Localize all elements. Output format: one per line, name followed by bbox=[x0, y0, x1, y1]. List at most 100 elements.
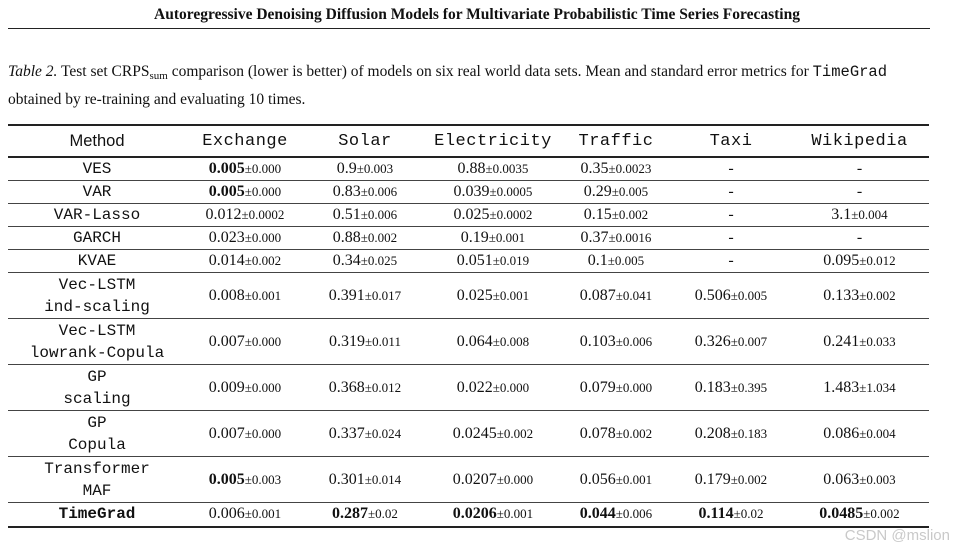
method-cell: VAR bbox=[8, 181, 186, 204]
std-error-value: ±0.000 bbox=[244, 425, 282, 441]
std-error-value: ±0.025 bbox=[360, 253, 398, 268]
method-cell: Transformer MAF bbox=[8, 457, 186, 503]
value-cell: 0.012±0.0002 bbox=[186, 204, 304, 227]
value-cell: 0.88±0.0035 bbox=[426, 157, 560, 181]
mean-value: 0.88 bbox=[457, 160, 486, 177]
mean-value: - bbox=[856, 229, 863, 246]
method-name-line: GP bbox=[87, 367, 107, 386]
caption-text-3: obtained by re-training and evaluating 1… bbox=[8, 91, 306, 108]
mean-value: 0.009 bbox=[208, 378, 245, 396]
mean-value: - bbox=[728, 229, 734, 246]
std-error-value: ±0.0023 bbox=[608, 161, 652, 176]
value-cell: - bbox=[672, 157, 790, 181]
mean-value: - bbox=[728, 252, 734, 269]
method-name-line: scaling bbox=[63, 389, 131, 408]
std-error-value: ±0.004 bbox=[859, 425, 896, 441]
mean-value: 0.023 bbox=[208, 229, 245, 246]
method-name-line: ind-scaling bbox=[44, 297, 150, 316]
std-error-value: ±0.002 bbox=[859, 287, 896, 303]
mean-value: - bbox=[728, 206, 734, 223]
std-error-value: ±0.041 bbox=[615, 287, 653, 303]
value-cell: 0.0245±0.002 bbox=[426, 411, 560, 457]
method-name-line: VAR bbox=[82, 183, 112, 201]
value-cell: 0.025±0.001 bbox=[426, 273, 560, 319]
std-error-value: ±0.003 bbox=[356, 161, 394, 176]
mean-value: 0.0206 bbox=[452, 505, 497, 523]
std-error-value: ±0.002 bbox=[730, 471, 768, 487]
mean-value: 1.483 bbox=[823, 378, 860, 396]
method-cell: KVAE bbox=[8, 250, 186, 273]
mean-value: 0.114 bbox=[698, 505, 734, 523]
column-header-electricity: Electricity bbox=[426, 124, 560, 158]
value-cell: 0.15±0.002 bbox=[560, 204, 672, 227]
std-error-value: ±0.000 bbox=[244, 230, 282, 245]
value-cell: 0.095±0.012 bbox=[790, 250, 929, 273]
std-error-value: ±0.0005 bbox=[489, 184, 533, 199]
value-cell: 0.0485±0.002 bbox=[790, 503, 929, 527]
std-error-value: ±0.006 bbox=[360, 184, 398, 199]
value-cell: 0.025±0.0002 bbox=[426, 204, 560, 227]
table-row: VES 0.005±0.000 0.9±0.003 0.88±0.0035 0.35±0… bbox=[8, 157, 929, 181]
std-error-value: ±0.002 bbox=[611, 207, 649, 222]
std-error-value: ±0.001 bbox=[496, 506, 534, 522]
std-error-value: ±0.012 bbox=[859, 253, 896, 268]
value-cell: 0.133±0.002 bbox=[790, 273, 929, 319]
mean-value: 0.37 bbox=[580, 229, 609, 246]
mean-value: 0.9 bbox=[336, 160, 357, 177]
method-cell: TimeGrad bbox=[8, 503, 186, 527]
mean-value: 0.022 bbox=[456, 378, 493, 396]
value-cell: 0.0207±0.000 bbox=[426, 457, 560, 503]
column-header-taxi: Taxi bbox=[672, 124, 790, 158]
mean-value: 0.506 bbox=[694, 286, 731, 304]
std-error-value: ±0.006 bbox=[615, 333, 653, 349]
mean-value: 0.391 bbox=[328, 286, 365, 304]
value-cell: 0.051±0.019 bbox=[426, 250, 560, 273]
mean-value: - bbox=[856, 183, 863, 200]
mean-value: 0.368 bbox=[328, 378, 365, 396]
std-error-value: ±0.011 bbox=[365, 333, 401, 349]
std-error-value: ±0.002 bbox=[360, 230, 398, 245]
value-cell: 0.006±0.001 bbox=[186, 503, 304, 527]
value-cell: 0.005±0.003 bbox=[186, 457, 304, 503]
mean-value: 0.103 bbox=[579, 332, 616, 350]
table-row: Vec-LSTM ind-scaling 0.008±0.001 0.391±0.01… bbox=[8, 273, 929, 319]
std-error-value: ±0.0002 bbox=[241, 207, 285, 222]
std-error-value: ±0.024 bbox=[364, 425, 402, 441]
mean-value: 0.133 bbox=[823, 286, 860, 304]
mean-value: 0.51 bbox=[332, 206, 361, 223]
std-error-value: ±0.012 bbox=[364, 379, 402, 395]
mean-value: 0.183 bbox=[694, 378, 731, 396]
method-cell: Vec-LSTM lowrank-Copula bbox=[8, 319, 186, 365]
std-error-value: ±0.005 bbox=[607, 253, 645, 268]
table-row: Vec-LSTM lowrank-Copula 0.007±0.000 0.319±0… bbox=[8, 319, 929, 365]
std-error-value: ±0.000 bbox=[492, 379, 530, 395]
std-error-value: ±0.002 bbox=[863, 506, 900, 522]
value-cell: 0.005±0.000 bbox=[186, 181, 304, 204]
std-error-value: ±0.02 bbox=[368, 506, 398, 522]
column-header-wikipedia: Wikipedia bbox=[790, 124, 929, 158]
method-name-line: Transformer bbox=[44, 459, 150, 478]
caption-label: Table 2. bbox=[8, 63, 58, 80]
mean-value: - bbox=[856, 160, 863, 177]
mean-value: 0.15 bbox=[583, 206, 612, 223]
std-error-value: ±0.001 bbox=[244, 287, 282, 303]
mean-value: 0.086 bbox=[823, 424, 860, 442]
mean-value: 0.006 bbox=[208, 505, 245, 523]
mean-value: 0.301 bbox=[328, 470, 365, 488]
value-cell: 0.34±0.025 bbox=[304, 250, 426, 273]
std-error-value: ±0.0002 bbox=[489, 207, 533, 222]
mean-value: 0.241 bbox=[823, 332, 860, 350]
value-cell: 0.51±0.006 bbox=[304, 204, 426, 227]
mean-value: 0.0485 bbox=[819, 505, 864, 523]
method-name-line: GARCH bbox=[72, 229, 121, 247]
method-name-line: lowrank-Copula bbox=[29, 343, 165, 362]
mean-value: 0.039 bbox=[453, 183, 490, 200]
std-error-value: ±0.002 bbox=[244, 253, 282, 268]
value-cell: 0.009±0.000 bbox=[186, 365, 304, 411]
table-row: GP Copula 0.007±0.000 0.337±0.024 0.0245±0.0… bbox=[8, 411, 929, 457]
table-row: TimeGrad 0.006±0.001 0.287±0.02 0.0206±0.00… bbox=[8, 503, 929, 527]
std-error-value: ±0.001 bbox=[488, 230, 526, 245]
mean-value: 0.012 bbox=[205, 206, 242, 223]
method-cell: VAR-Lasso bbox=[8, 204, 186, 227]
table-row: KVAE 0.014±0.002 0.34±0.025 0.051±0.019 0.1±… bbox=[8, 250, 929, 273]
